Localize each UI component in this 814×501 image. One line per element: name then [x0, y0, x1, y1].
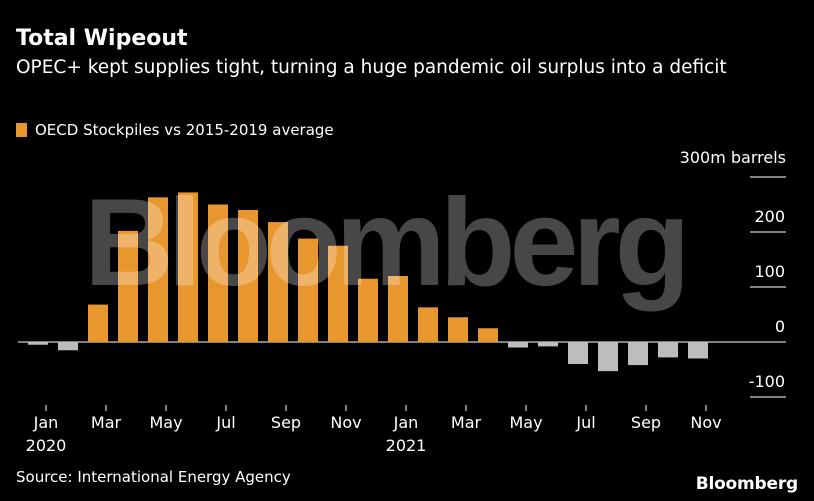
x-tick-label: Sep: [271, 413, 301, 432]
x-tick-label: Jan: [393, 413, 419, 432]
bar-surplus: [148, 197, 168, 342]
bar-surplus: [268, 222, 288, 342]
bar-surplus: [118, 230, 138, 342]
bar-surplus: [298, 238, 318, 342]
bar-deficit: [688, 342, 708, 359]
bar-surplus: [478, 328, 498, 342]
bloomberg-logo: Bloomberg: [695, 474, 799, 494]
y-tick-label: 100: [754, 262, 785, 281]
bar-deficit: [628, 342, 648, 366]
bar-deficit: [538, 342, 558, 347]
bar-deficit: [28, 342, 48, 345]
bar-surplus: [238, 210, 258, 342]
x-tick-label: Jul: [215, 413, 235, 432]
bar-surplus: [88, 304, 108, 342]
x-tick-label: Nov: [690, 413, 721, 432]
legend-swatch: [16, 123, 27, 137]
bar-deficit: [508, 342, 528, 348]
bar-surplus: [418, 307, 438, 342]
bar-surplus: [178, 192, 198, 342]
bar-deficit: [658, 342, 678, 358]
bar-surplus: [358, 278, 378, 342]
bar-deficit: [568, 342, 588, 364]
x-tick-label: Mar: [451, 413, 482, 432]
x-tick-label: Nov: [330, 413, 361, 432]
y-tick-label: 200: [754, 207, 785, 226]
y-axis-unit-label: 300m barrels: [679, 148, 786, 167]
chart-title: Total Wipeout: [16, 26, 188, 51]
legend-label: OECD Stockpiles vs 2015-2019 average: [35, 121, 334, 139]
x-tick-label: Sep: [631, 413, 661, 432]
bar-surplus: [328, 245, 348, 342]
bar-surplus: [208, 204, 228, 342]
y-tick-label: 0: [775, 317, 785, 336]
bar-surplus: [388, 276, 408, 342]
x-tick-label: Mar: [91, 413, 122, 432]
source-note: Source: International Energy Agency: [16, 468, 291, 486]
legend: OECD Stockpiles vs 2015-2019 average: [16, 120, 334, 140]
chart-subtitle: OPEC+ kept supplies tight, turning a hug…: [16, 57, 727, 78]
bar-deficit: [598, 342, 618, 372]
bar-deficit: [58, 342, 78, 351]
x-tick-label: Jan: [33, 413, 59, 432]
y-tick-label: -100: [749, 372, 785, 391]
x-tick-year-label: 2020: [26, 436, 67, 455]
x-tick-label: May: [149, 413, 182, 432]
x-tick-year-label: 2021: [386, 436, 427, 455]
x-tick-label: Jul: [575, 413, 595, 432]
bar-surplus: [448, 317, 468, 342]
x-tick-label: May: [509, 413, 542, 432]
